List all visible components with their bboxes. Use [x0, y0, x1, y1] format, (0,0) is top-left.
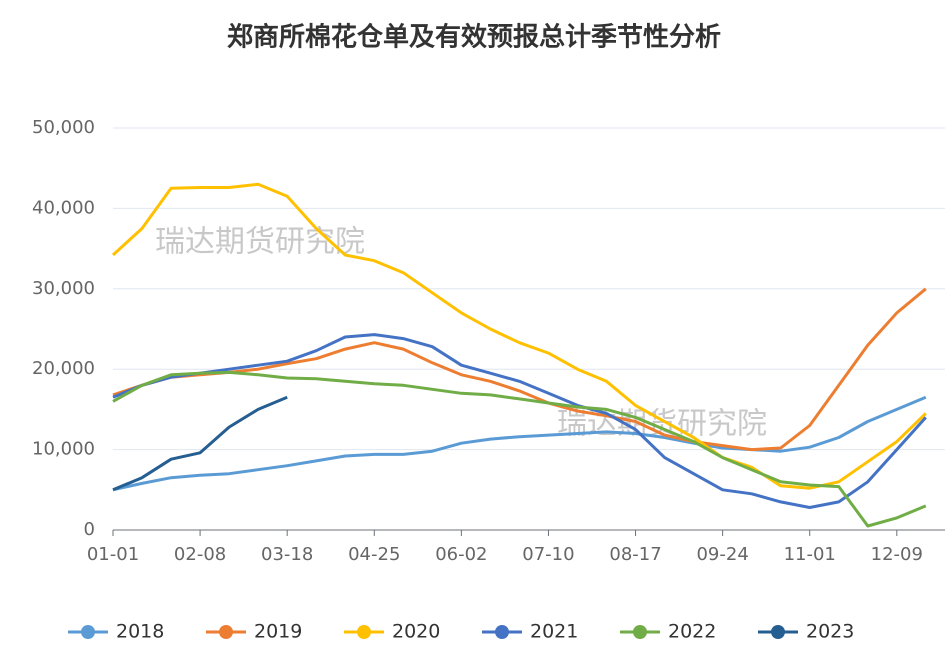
- y-tick-label: 0: [84, 519, 95, 540]
- y-tick-label: 20,000: [32, 358, 95, 379]
- watermark: 瑞达期货研究院: [155, 225, 365, 260]
- y-tick-label: 30,000: [32, 278, 95, 299]
- x-tick-label: 11-01: [784, 544, 836, 565]
- chart-title: 郑商所棉花仓单及有效预报总计季节性分析: [227, 22, 721, 53]
- legend-marker: [633, 625, 647, 639]
- legend-label: 2021: [530, 621, 578, 643]
- x-tick-label: 06-02: [435, 544, 487, 565]
- legend-marker: [495, 625, 509, 639]
- y-tick-label: 40,000: [32, 197, 95, 218]
- x-tick-label: 08-17: [609, 544, 661, 565]
- series-line: [112, 287, 927, 452]
- legend-label: 2019: [254, 621, 302, 643]
- x-tick-label: 04-25: [348, 544, 400, 565]
- legend-marker: [357, 625, 371, 639]
- series-line: [112, 395, 927, 492]
- y-tick-label: 50,000: [32, 117, 95, 138]
- x-tick-label: 01-01: [87, 544, 139, 565]
- x-tick-label: 09-24: [696, 544, 748, 565]
- y-tick-label: 10,000: [32, 439, 95, 460]
- legend-label: 2020: [392, 621, 440, 643]
- legend-marker: [219, 625, 233, 639]
- x-tick-label: 07-10: [522, 544, 574, 565]
- series-line: [111, 182, 927, 490]
- legend-label: 2018: [116, 621, 164, 643]
- legend-marker: [81, 625, 95, 639]
- legend-label: 2023: [806, 621, 854, 643]
- legend-label: 2022: [668, 621, 716, 643]
- series-line: [112, 333, 927, 509]
- series-line: [112, 395, 288, 492]
- x-tick-label: 12-09: [871, 544, 923, 565]
- series-line: [112, 370, 927, 528]
- legend-marker: [771, 625, 785, 639]
- x-tick-label: 02-08: [174, 544, 226, 565]
- x-tick-label: 03-18: [261, 544, 313, 565]
